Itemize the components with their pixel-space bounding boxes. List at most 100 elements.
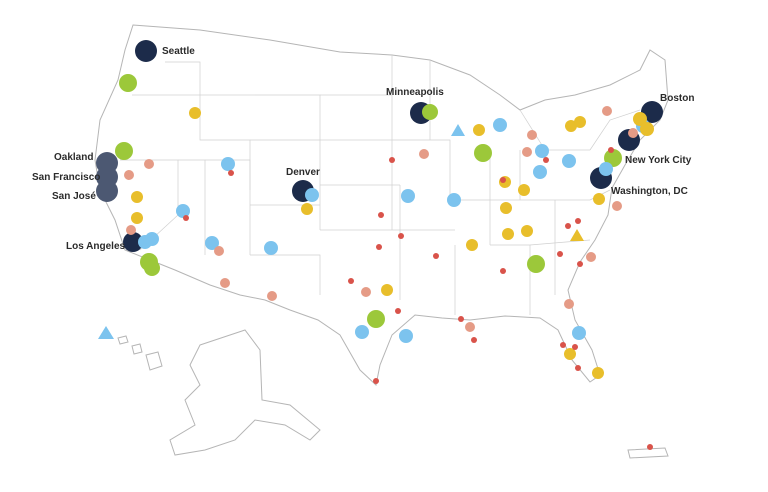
- marker[interactable]: [373, 378, 379, 384]
- marker[interactable]: [401, 189, 415, 203]
- marker[interactable]: [527, 255, 545, 273]
- marker[interactable]: [564, 348, 576, 360]
- marker[interactable]: [522, 147, 532, 157]
- marker[interactable]: [628, 128, 638, 138]
- marker[interactable]: [560, 342, 566, 348]
- marker[interactable]: [500, 177, 506, 183]
- marker[interactable]: [647, 444, 653, 450]
- marker[interactable]: [176, 204, 190, 218]
- marker[interactable]: [399, 329, 413, 343]
- city-label-san-jose: San José: [52, 191, 96, 202]
- marker[interactable]: [586, 252, 596, 262]
- city-labels: Seattle Minneapolis Boston Oakland San F…: [32, 46, 694, 252]
- marker[interactable]: [535, 144, 549, 158]
- marker[interactable]: [355, 325, 369, 339]
- marker[interactable]: [465, 322, 475, 332]
- marker[interactable]: [493, 118, 507, 132]
- marker[interactable]: [572, 326, 586, 340]
- marker[interactable]: [267, 291, 277, 301]
- marker[interactable]: [144, 159, 154, 169]
- triangle-marker[interactable]: [451, 124, 465, 136]
- marker[interactable]: [466, 239, 478, 251]
- marker[interactable]: [500, 268, 506, 274]
- alaska-outline: [169, 329, 321, 456]
- marker[interactable]: [474, 144, 492, 162]
- marker[interactable]: [221, 157, 235, 171]
- marker[interactable]: [562, 154, 576, 168]
- marker[interactable]: [564, 299, 574, 309]
- marker[interactable]: [205, 236, 219, 250]
- marker[interactable]: [574, 116, 586, 128]
- marker[interactable]: [126, 225, 136, 235]
- marker[interactable]: [381, 284, 393, 296]
- marker[interactable]: [395, 308, 401, 314]
- marker[interactable]: [458, 316, 464, 322]
- marker[interactable]: [145, 232, 159, 246]
- marker[interactable]: [575, 365, 581, 371]
- marker[interactable]: [471, 337, 477, 343]
- marker[interactable]: [500, 202, 512, 214]
- marker[interactable]: [557, 251, 563, 257]
- marker-san-jose[interactable]: [96, 180, 118, 202]
- marker[interactable]: [228, 170, 234, 176]
- marker[interactable]: [183, 215, 189, 221]
- hawaii-outline: [117, 335, 163, 371]
- marker[interactable]: [378, 212, 384, 218]
- marker[interactable]: [189, 107, 201, 119]
- marker-seattle[interactable]: [135, 40, 157, 62]
- marker[interactable]: [612, 201, 622, 211]
- triangle-marker[interactable]: [98, 326, 114, 339]
- marker[interactable]: [565, 223, 571, 229]
- marker[interactable]: [220, 278, 230, 288]
- marker[interactable]: [422, 104, 438, 120]
- marker[interactable]: [593, 193, 605, 205]
- marker[interactable]: [473, 124, 485, 136]
- marker[interactable]: [119, 74, 137, 92]
- marker[interactable]: [602, 106, 612, 116]
- city-label-denver: Denver: [286, 167, 320, 178]
- marker[interactable]: [572, 344, 578, 350]
- marker[interactable]: [518, 184, 530, 196]
- marker-los-angeles[interactable]: [123, 232, 143, 252]
- marker[interactable]: [214, 246, 224, 256]
- marker[interactable]: [348, 278, 354, 284]
- marker[interactable]: [376, 244, 382, 250]
- marker[interactable]: [398, 233, 404, 239]
- marker[interactable]: [533, 165, 547, 179]
- marker[interactable]: [144, 260, 160, 276]
- marker[interactable]: [447, 193, 461, 207]
- marker[interactable]: [521, 225, 533, 237]
- city-label-san-francisco: San Francisco: [32, 172, 100, 183]
- marker[interactable]: [264, 241, 278, 255]
- marker[interactable]: [527, 130, 537, 140]
- contiguous-us-outline: [94, 24, 669, 386]
- marker[interactable]: [419, 149, 429, 159]
- marker[interactable]: [367, 310, 385, 328]
- marker[interactable]: [433, 253, 439, 259]
- marker[interactable]: [305, 188, 319, 202]
- marker[interactable]: [599, 162, 613, 176]
- marker[interactable]: [592, 367, 604, 379]
- marker[interactable]: [575, 218, 581, 224]
- marker[interactable]: [115, 142, 133, 160]
- marker[interactable]: [577, 261, 583, 267]
- marker[interactable]: [131, 191, 143, 203]
- markers: [96, 40, 663, 450]
- marker[interactable]: [633, 112, 647, 126]
- city-label-boston: Boston: [660, 93, 694, 104]
- marker[interactable]: [301, 203, 313, 215]
- marker[interactable]: [124, 170, 134, 180]
- city-label-seattle: Seattle: [162, 46, 195, 57]
- marker[interactable]: [389, 157, 395, 163]
- marker[interactable]: [640, 122, 654, 136]
- marker[interactable]: [608, 147, 614, 153]
- marker[interactable]: [131, 212, 143, 224]
- triangle-marker[interactable]: [570, 229, 584, 241]
- marker[interactable]: [565, 120, 577, 132]
- city-label-new-york-city: New York City: [625, 155, 692, 166]
- city-label-oakland: Oakland: [54, 152, 93, 163]
- marker[interactable]: [502, 228, 514, 240]
- marker[interactable]: [543, 157, 549, 163]
- marker[interactable]: [361, 287, 371, 297]
